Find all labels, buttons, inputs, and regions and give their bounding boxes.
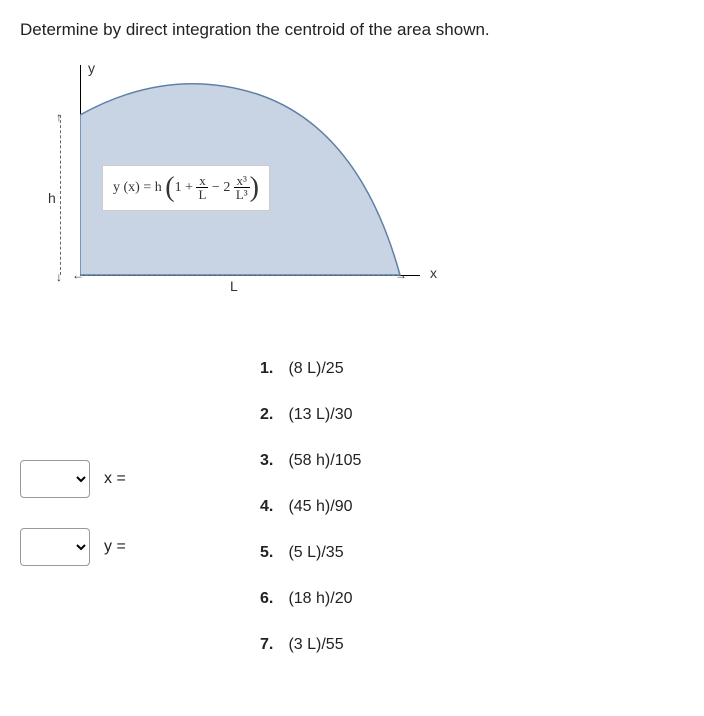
arrow-down-icon: ↓ [56,270,62,284]
frac1-num: x [196,174,208,188]
answer-option: 1. (8 L)/25 [260,360,684,378]
y-axis-label: y [88,60,95,76]
formula-lhs: y (x) = h [113,180,162,195]
y-var-label: y = [104,538,126,556]
answer-number: 6. [260,590,284,608]
input-column: x = y = [20,360,200,682]
y-select[interactable] [20,528,90,566]
answer-option: 6. (18 h)/20 [260,590,684,608]
figure: y x ↑ ↓ h ← → L y (x) = h (1 + x L − 2 x… [30,60,450,320]
answer-text: (8 L)/25 [284,360,344,377]
answer-number: 2. [260,406,284,424]
answer-option: 4. (45 h)/90 [260,498,684,516]
answer-option: 5. (5 L)/35 [260,544,684,562]
x-var-label: x = [104,470,126,488]
frac2-den: L³ [234,188,250,202]
answer-option: 2. (13 L)/30 [260,406,684,424]
frac2-num: x³ [234,174,250,188]
y-input-row: y = [20,528,200,566]
answer-list: 1. (8 L)/25 2. (13 L)/30 3. (58 h)/105 4. (… [260,360,684,682]
answer-text: (5 L)/35 [284,544,344,561]
frac1: x L [196,174,208,202]
dim-vert [60,115,61,275]
h-label: h [48,190,56,206]
arrow-up-icon: ↑ [56,110,62,124]
answer-text: (3 L)/55 [284,636,344,653]
x-axis-label: x [430,265,437,281]
question-text: Determine by direct integration the cent… [20,20,684,40]
answer-text: (58 h)/105 [284,452,361,469]
frac1-den: L [196,188,208,202]
paren-left: ( [165,172,174,203]
answer-number: 5. [260,544,284,562]
formula-mid: − 2 [208,180,233,195]
answer-option: 3. (58 h)/105 [260,452,684,470]
formula-term1: 1 + [175,180,193,195]
formula-box: y (x) = h (1 + x L − 2 x³ L³ ) [102,165,270,211]
answer-number: 4. [260,498,284,516]
frac2: x³ L³ [234,174,250,202]
answer-text: (45 h)/90 [284,498,352,515]
x-input-row: x = [20,460,200,498]
answer-option: 7. (3 L)/55 [260,636,684,654]
answer-number: 7. [260,636,284,654]
answer-text: (18 h)/20 [284,590,352,607]
l-label: L [230,278,238,294]
answer-number: 1. [260,360,284,378]
answer-text: (13 L)/30 [284,406,352,423]
x-select[interactable] [20,460,90,498]
paren-right: ) [250,172,259,203]
answer-number: 3. [260,452,284,470]
